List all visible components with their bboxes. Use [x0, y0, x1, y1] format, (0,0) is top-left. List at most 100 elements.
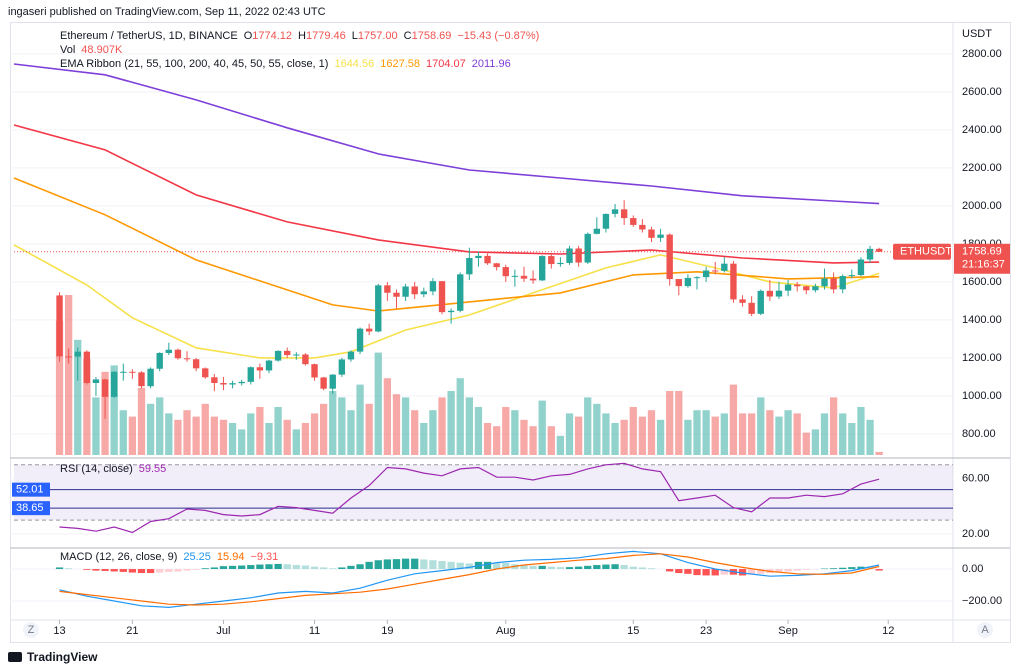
- candle-body: [183, 358, 191, 360]
- candle-body: [730, 263, 737, 300]
- volume-bar: [474, 407, 483, 455]
- y-tick-label: 1200.00: [962, 352, 1002, 364]
- volume-bar: [265, 423, 273, 455]
- macd-histogram-bar: [401, 558, 410, 570]
- x-tick-label: 15: [627, 625, 639, 637]
- candle-body: [393, 292, 400, 297]
- candle-body: [484, 255, 491, 264]
- volume-bar: [857, 407, 865, 455]
- macd-histogram-bar: [101, 569, 109, 571]
- symbol-name: Ethereum / TetherUS, 1D, BINANCE: [60, 30, 238, 42]
- volume-bar: [301, 423, 310, 455]
- volume-bar: [820, 413, 829, 455]
- volume-bar: [192, 416, 200, 455]
- volume-bar: [775, 416, 783, 455]
- histogram-value: −9.31: [250, 551, 278, 563]
- rsi-title: RSI (14, close): [60, 463, 133, 475]
- macd-histogram-bar: [210, 567, 218, 570]
- candle-body: [584, 233, 591, 263]
- macd-histogram-bar: [392, 559, 401, 570]
- auto-button-label[interactable]: A: [981, 624, 989, 636]
- ohlc-key: O: [244, 30, 253, 42]
- candle-body: [666, 234, 673, 280]
- volume-bar: [529, 426, 537, 455]
- volume-bar: [146, 403, 155, 455]
- volume-bar: [593, 403, 601, 455]
- scale-button-label[interactable]: Z: [28, 624, 35, 636]
- macd-histogram-bar: [228, 565, 237, 570]
- candle-body: [338, 359, 346, 375]
- ohlc-key: H: [298, 30, 306, 42]
- macd-histogram-bar: [602, 564, 610, 570]
- change-value: −15.43 (−0.87%): [457, 30, 539, 42]
- volume-bar: [420, 423, 428, 455]
- candle-body: [92, 379, 100, 383]
- auto-button[interactable]: [977, 622, 993, 638]
- macd-histogram-bar: [839, 567, 847, 570]
- macd-histogram-bar: [748, 569, 756, 575]
- candle-body: [502, 267, 509, 277]
- volume-bar: [675, 391, 683, 455]
- candle-body: [721, 263, 728, 271]
- candle-body: [356, 328, 364, 352]
- candle-body: [457, 274, 464, 311]
- volume-bar: [811, 429, 820, 455]
- candle-body: [110, 371, 118, 397]
- macd-histogram-bar: [574, 566, 583, 570]
- volume-bar: [693, 410, 701, 455]
- volume-bar: [174, 419, 182, 455]
- macd-histogram-bar: [693, 569, 701, 576]
- macd-histogram-bar: [857, 566, 865, 570]
- scale-button[interactable]: [23, 622, 39, 638]
- macd-histogram-bar: [556, 567, 565, 570]
- macd-histogram-bar: [283, 564, 291, 570]
- candle-body: [56, 295, 63, 357]
- candle-body: [493, 263, 500, 268]
- volume-bar: [74, 339, 82, 455]
- volume-bar: [866, 419, 874, 455]
- macd-histogram-bar: [620, 565, 628, 570]
- volume-bar: [137, 387, 146, 455]
- y-tick-label: 60.00: [962, 473, 990, 485]
- price-tag-label: 1758.69: [962, 246, 1002, 258]
- level-tag-label: 38.65: [16, 502, 44, 514]
- candle-body: [293, 354, 300, 356]
- volume-bar: [55, 320, 64, 455]
- candle-body: [402, 286, 409, 297]
- y-tick-label: 800.00: [962, 428, 996, 440]
- macd-histogram-bar: [92, 569, 100, 571]
- volume-bar: [156, 397, 164, 455]
- volume-bar: [283, 419, 291, 455]
- volume-bar: [766, 410, 774, 455]
- volume-bar: [502, 407, 510, 455]
- macd-histogram-bar: [192, 569, 200, 570]
- x-tick-label: Sep: [778, 625, 798, 637]
- logo-mark: [8, 652, 22, 662]
- volume-bar: [483, 423, 492, 455]
- volume-bar: [538, 400, 546, 455]
- ema-value: 2011.96: [472, 58, 511, 70]
- macd-histogram-bar: [784, 569, 792, 572]
- macd-histogram-bar: [793, 569, 801, 571]
- volume-bar: [620, 419, 628, 455]
- volume-bar: [684, 419, 692, 455]
- ohlc-key: C: [404, 30, 412, 42]
- macd-histogram-bar: [429, 560, 437, 570]
- candle-body: [866, 248, 874, 260]
- candle-body: [775, 290, 783, 297]
- volume-bar: [666, 391, 674, 455]
- rsi-legend: RSI (14, close) 59.55: [60, 463, 166, 475]
- volume-bar: [247, 413, 255, 455]
- candle-body: [192, 359, 200, 369]
- y-tick-label: 2600.00: [962, 86, 1002, 98]
- candle-body: [712, 270, 719, 272]
- candle-body: [748, 302, 755, 314]
- volume-bar: [110, 365, 118, 455]
- macd-histogram-bar: [310, 566, 319, 570]
- volume-bar: [656, 419, 665, 455]
- volume-bar: [784, 410, 792, 455]
- volume-bar: [392, 394, 401, 455]
- volume-bar: [829, 397, 838, 455]
- volume-bar: [319, 403, 328, 455]
- macd-histogram-bar: [848, 567, 856, 570]
